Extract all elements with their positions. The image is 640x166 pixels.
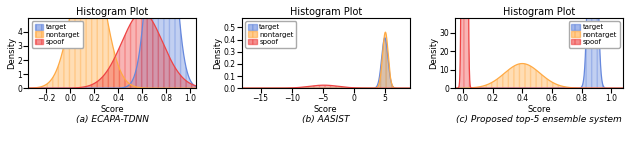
Legend: target, nontarget, spoof: target, nontarget, spoof <box>246 21 296 48</box>
X-axis label: Score: Score <box>100 105 124 114</box>
Title: Histogram Plot: Histogram Plot <box>76 7 148 17</box>
X-axis label: Score: Score <box>527 105 551 114</box>
Legend: target, nontarget, spoof: target, nontarget, spoof <box>32 21 83 48</box>
X-axis label: Score: Score <box>314 105 338 114</box>
Text: (a) ECAPA-TDNN: (a) ECAPA-TDNN <box>76 115 148 124</box>
Y-axis label: Density: Density <box>7 37 16 69</box>
Text: (b) AASIST: (b) AASIST <box>302 115 349 124</box>
Text: (c) Proposed top-5 ensemble system: (c) Proposed top-5 ensemble system <box>456 115 622 124</box>
Y-axis label: Density: Density <box>429 37 438 69</box>
Title: Histogram Plot: Histogram Plot <box>290 7 362 17</box>
Legend: target, nontarget, spoof: target, nontarget, spoof <box>568 21 620 48</box>
Title: Histogram Plot: Histogram Plot <box>503 7 575 17</box>
Y-axis label: Density: Density <box>213 37 222 69</box>
